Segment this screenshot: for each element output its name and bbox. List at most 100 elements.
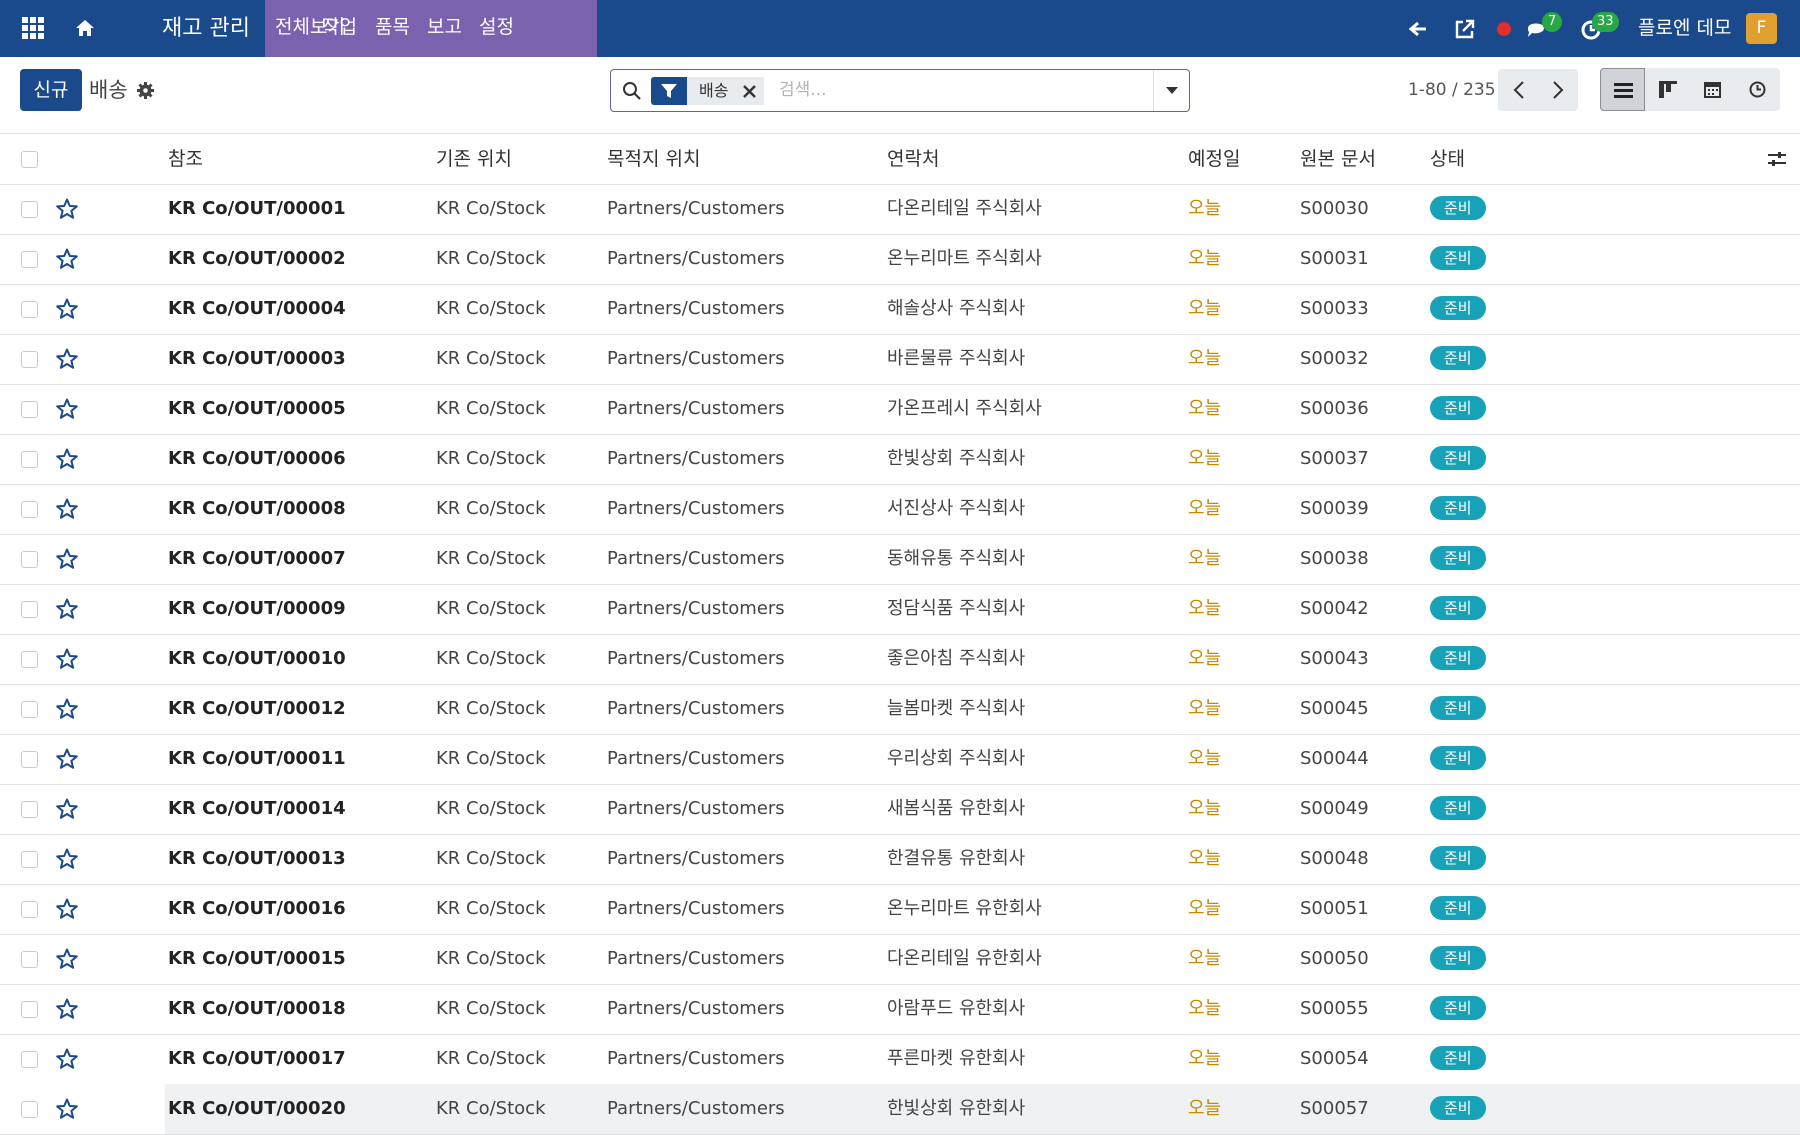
table-row[interactable]: KR Co/OUT/00006 KR Co/Stock Partners/Custo… — [0, 434, 1800, 485]
list-view[interactable] — [1600, 68, 1645, 111]
row-checkbox[interactable] — [21, 901, 38, 918]
source-location: KR Co/Stock — [436, 248, 546, 269]
row-checkbox[interactable] — [21, 1101, 38, 1118]
app-name[interactable]: 재고 관리 — [162, 16, 250, 41]
row-checkbox[interactable] — [21, 751, 38, 768]
avatar[interactable]: F — [1746, 13, 1777, 44]
column-header[interactable]: 참조 — [168, 148, 203, 170]
table-row[interactable]: KR Co/OUT/00014 KR Co/Stock Partners/Custo… — [0, 784, 1800, 835]
column-header[interactable]: 예정일 — [1188, 148, 1241, 170]
scheduled-date: 오늘 — [1188, 998, 1222, 1019]
chat-icon[interactable] — [1526, 19, 1550, 41]
favorite-star[interactable] — [56, 1098, 78, 1124]
table-row[interactable]: KR Co/OUT/00018 KR Co/Stock Partners/Custo… — [0, 984, 1800, 1035]
row-checkbox[interactable] — [21, 701, 38, 718]
table-row[interactable]: KR Co/OUT/00005 KR Co/Stock Partners/Custo… — [0, 384, 1800, 435]
menu-item[interactable]: 보고 — [427, 16, 462, 38]
source-location: KR Co/Stock — [436, 648, 546, 669]
favorite-star[interactable] — [56, 748, 78, 774]
source-location: KR Co/Stock — [436, 1048, 546, 1069]
calendar-view[interactable] — [1704, 80, 1721, 98]
row-checkbox[interactable] — [21, 501, 38, 518]
table-row[interactable]: KR Co/OUT/00003 KR Co/Stock Partners/Custo… — [0, 334, 1800, 385]
favorite-star[interactable] — [56, 948, 78, 974]
favorite-star[interactable] — [56, 598, 78, 624]
activity-view[interactable] — [1749, 81, 1766, 98]
favorite-star[interactable] — [56, 248, 78, 274]
row-checkbox[interactable] — [21, 351, 38, 368]
prev-button[interactable] — [1512, 81, 1526, 99]
column-header[interactable]: 상태 — [1430, 148, 1465, 170]
next-button[interactable] — [1551, 81, 1565, 99]
search-toggle[interactable] — [1153, 70, 1190, 111]
table-row[interactable]: KR Co/OUT/00012 KR Co/Stock Partners/Custo… — [0, 684, 1800, 735]
favorite-star[interactable] — [56, 848, 78, 874]
gear-icon[interactable] — [137, 82, 154, 99]
row-checkbox[interactable] — [21, 401, 38, 418]
apps-icon[interactable] — [22, 17, 44, 39]
menu-item[interactable]: 작업 — [322, 16, 357, 38]
table-row[interactable]: KR Co/OUT/00011 KR Co/Stock Partners/Custo… — [0, 734, 1800, 785]
menu-item[interactable]: 전체보기 — [275, 16, 345, 38]
row-checkbox[interactable] — [21, 551, 38, 568]
column-header[interactable]: 원본 문서 — [1300, 148, 1376, 170]
table-row[interactable]: KR Co/OUT/00013 KR Co/Stock Partners/Custo… — [0, 834, 1800, 885]
favorite-star[interactable] — [56, 648, 78, 674]
status-badge: 준비 — [1430, 446, 1486, 470]
search-placeholder[interactable]: 검색... — [779, 80, 827, 100]
pager-buttons — [1498, 69, 1578, 111]
row-checkbox[interactable] — [21, 651, 38, 668]
table-row[interactable]: KR Co/OUT/00017 KR Co/Stock Partners/Custo… — [0, 1034, 1800, 1085]
optional-columns[interactable] — [1768, 151, 1786, 171]
favorite-star[interactable] — [56, 298, 78, 324]
table-row[interactable]: KR Co/OUT/00009 KR Co/Stock Partners/Custo… — [0, 584, 1800, 635]
record-icon[interactable] — [1496, 21, 1512, 37]
search-box[interactable]: 배송 검색... — [610, 69, 1190, 112]
table-row[interactable]: KR Co/OUT/00010 KR Co/Stock Partners/Custo… — [0, 634, 1800, 685]
row-checkbox[interactable] — [21, 951, 38, 968]
row-checkbox[interactable] — [21, 451, 38, 468]
favorite-star[interactable] — [56, 448, 78, 474]
table-row[interactable]: KR Co/OUT/00007 KR Co/Stock Partners/Custo… — [0, 534, 1800, 585]
favorite-star[interactable] — [56, 798, 78, 824]
row-checkbox[interactable] — [21, 851, 38, 868]
source-document: S00045 — [1300, 698, 1369, 719]
table-row[interactable]: KR Co/OUT/00020 KR Co/Stock Partners/Custo… — [0, 1084, 1800, 1135]
row-checkbox[interactable] — [21, 801, 38, 818]
menu-item[interactable]: 설정 — [479, 16, 514, 38]
favorite-star[interactable] — [56, 1048, 78, 1074]
table-row[interactable]: KR Co/OUT/00004 KR Co/Stock Partners/Custo… — [0, 284, 1800, 335]
new-button[interactable]: 신규 — [20, 69, 82, 111]
menu-item[interactable]: 품목 — [375, 16, 410, 38]
table-row[interactable]: KR Co/OUT/00015 KR Co/Stock Partners/Custo… — [0, 934, 1800, 985]
favorite-star[interactable] — [56, 698, 78, 724]
user-name[interactable]: 플로엔 데모 — [1638, 17, 1732, 39]
row-checkbox[interactable] — [21, 301, 38, 318]
favorite-star[interactable] — [56, 548, 78, 574]
facet-remove[interactable] — [743, 85, 756, 98]
table-row[interactable]: KR Co/OUT/00016 KR Co/Stock Partners/Custo… — [0, 884, 1800, 935]
select-all[interactable] — [21, 151, 38, 168]
column-header[interactable]: 기존 위치 — [436, 148, 512, 170]
column-header[interactable]: 목적지 위치 — [607, 148, 701, 170]
contact: 늘봄마켓 주식회사 — [887, 698, 1026, 719]
table-row[interactable]: KR Co/OUT/00002 KR Co/Stock Partners/Custo… — [0, 234, 1800, 285]
row-checkbox[interactable] — [21, 1051, 38, 1068]
column-header[interactable]: 연락처 — [887, 148, 940, 170]
favorite-star[interactable] — [56, 898, 78, 924]
table-row[interactable]: KR Co/OUT/00008 KR Co/Stock Partners/Custo… — [0, 484, 1800, 535]
external-icon[interactable] — [1454, 18, 1476, 40]
favorite-star[interactable] — [56, 498, 78, 524]
kanban-view[interactable] — [1659, 81, 1677, 98]
table-row[interactable]: KR Co/OUT/00001 KR Co/Stock Partners/Custo… — [0, 184, 1800, 235]
back-icon[interactable] — [1408, 19, 1428, 39]
row-checkbox[interactable] — [21, 201, 38, 218]
favorite-star[interactable] — [56, 198, 78, 224]
row-checkbox[interactable] — [21, 251, 38, 268]
favorite-star[interactable] — [56, 398, 78, 424]
home-icon[interactable] — [75, 19, 95, 37]
favorite-star[interactable] — [56, 348, 78, 374]
row-checkbox[interactable] — [21, 601, 38, 618]
favorite-star[interactable] — [56, 998, 78, 1024]
row-checkbox[interactable] — [21, 1001, 38, 1018]
